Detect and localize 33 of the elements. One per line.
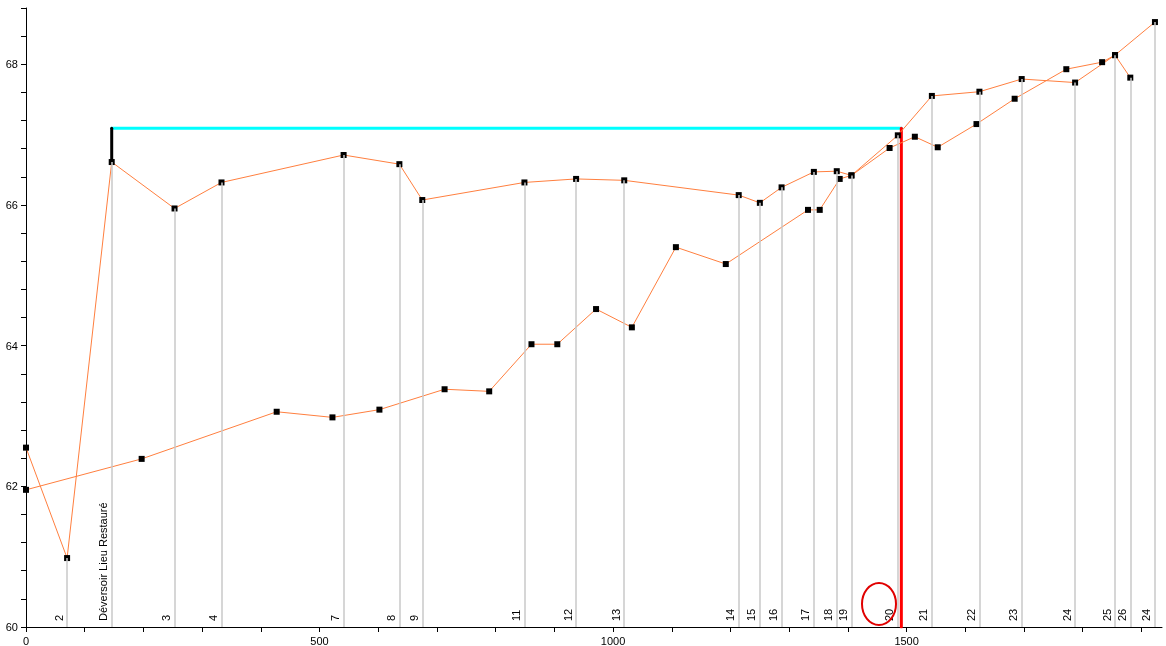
annotation: 19 xyxy=(836,608,849,621)
y-tick-label: 64 xyxy=(5,339,18,352)
x-tick-label: 1500 xyxy=(894,634,919,646)
annotation: 3 xyxy=(160,614,173,621)
annotation: Déversoir Lieu Restauré xyxy=(97,502,110,621)
annotation: 23 xyxy=(1007,608,1020,621)
annotation: 11 xyxy=(509,609,522,621)
x-tick-label: 500 xyxy=(310,634,329,646)
y-tick-label: 66 xyxy=(5,198,18,211)
y-tick-label: 68 xyxy=(5,58,18,71)
annotation: 24 xyxy=(1140,608,1153,621)
annotation: 15 xyxy=(745,608,758,621)
y-tick-label: 60 xyxy=(5,621,18,633)
annotation: 26 xyxy=(1115,608,1128,621)
x-tick-label: 0 xyxy=(22,634,30,646)
annotation: 9 xyxy=(407,614,420,621)
annotation: 17 xyxy=(799,608,812,621)
annotation: 14 xyxy=(724,608,737,621)
annotation: 13 xyxy=(609,608,622,621)
annotation: 7 xyxy=(329,614,342,621)
y-tick-label: 62 xyxy=(5,480,18,493)
annotation: 24 xyxy=(1060,608,1073,621)
annotation: 16 xyxy=(767,608,780,621)
annotation: 8 xyxy=(384,614,397,621)
annotation: 20 xyxy=(883,608,896,621)
annotation: 12 xyxy=(561,608,574,621)
annotation: 21 xyxy=(917,608,930,621)
x-tick-label: 1000 xyxy=(600,634,626,646)
annotation: 4 xyxy=(207,614,219,621)
annotation: 2 xyxy=(52,614,65,621)
annotation: 25 xyxy=(1100,608,1113,621)
annotation: 22 xyxy=(964,608,977,621)
annotation: 18 xyxy=(822,608,835,621)
